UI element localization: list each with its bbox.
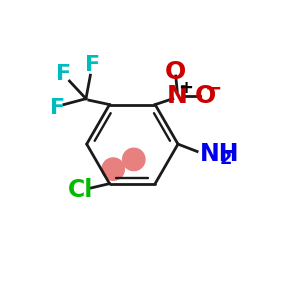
Text: O: O [165,60,186,84]
Text: NH: NH [200,142,240,167]
Text: F: F [50,98,65,118]
Text: −: − [205,78,223,98]
Text: O: O [195,84,216,108]
Text: 2: 2 [220,150,232,168]
Text: Cl: Cl [68,178,94,202]
Circle shape [102,158,124,180]
Text: +: + [178,79,193,97]
Circle shape [123,148,145,171]
Text: N: N [167,84,188,108]
Text: F: F [56,64,71,84]
Text: F: F [85,56,100,75]
